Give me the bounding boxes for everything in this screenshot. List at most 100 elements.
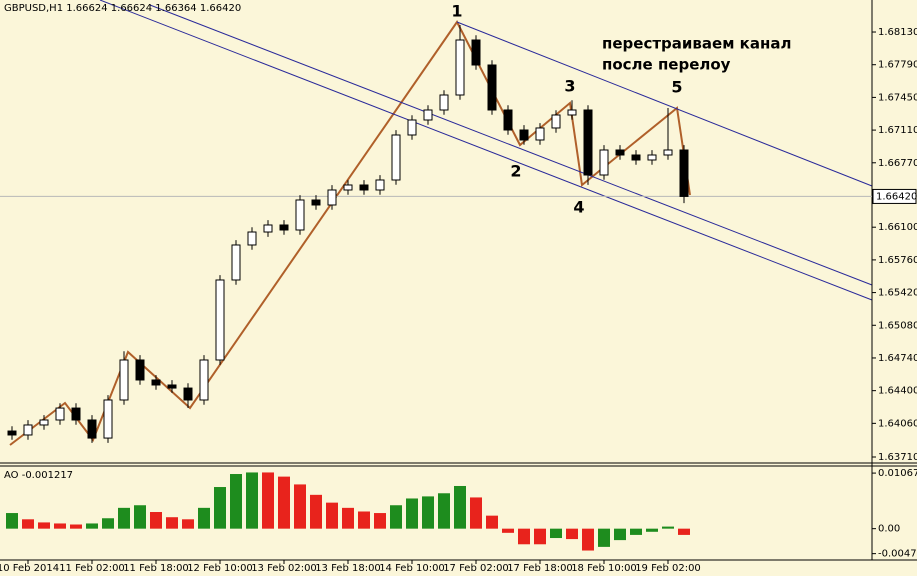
ao-bar — [678, 528, 690, 535]
y-tick-label: 1.64740 — [878, 353, 917, 364]
x-tick-label: 13 Feb 02:00 — [251, 563, 317, 574]
ao-bar — [22, 519, 34, 529]
candle-body — [647, 154, 657, 161]
candle-body — [263, 224, 273, 233]
candle-body — [135, 359, 145, 381]
wave-label: 1 — [451, 2, 462, 21]
candle-body — [103, 399, 113, 439]
ao-bar — [358, 511, 370, 529]
ao-bar — [438, 493, 450, 529]
x-tick-label: 18 Feb 10:00 — [571, 563, 637, 574]
ao-bar — [342, 507, 354, 529]
ao-bar — [486, 515, 498, 529]
candle-body — [215, 279, 225, 361]
ao-bar — [390, 505, 402, 529]
ao-bar — [246, 472, 258, 529]
x-tick-label: 17 Feb 18:00 — [507, 563, 573, 574]
wave-label: 5 — [671, 78, 682, 97]
candle-body — [167, 384, 177, 389]
ao-bar — [278, 476, 290, 529]
x-tick-label: 17 Feb 02:00 — [443, 563, 509, 574]
x-tick-label: 13 Feb 18:00 — [315, 563, 381, 574]
ao-bar — [294, 484, 306, 529]
candle-body — [71, 407, 81, 421]
candle-body — [87, 419, 97, 439]
x-tick-label: 11 Feb 18:00 — [123, 563, 189, 574]
y-tick-label: 0.00 — [878, 524, 900, 535]
candle-body — [551, 114, 561, 129]
ao-bar — [502, 528, 514, 533]
ao-bar — [406, 498, 418, 529]
wave-label: 4 — [573, 198, 584, 217]
channel-line — [99, 0, 873, 301]
candle-body — [631, 154, 641, 161]
ao-bar — [70, 524, 82, 529]
annotation: перестраиваем канал — [602, 35, 791, 53]
ao-bar — [470, 497, 482, 529]
candle-body — [247, 231, 257, 246]
ao-bar — [198, 507, 210, 529]
annotation: после перелоу — [602, 56, 731, 74]
x-tick-label: 12 Feb 10:00 — [187, 563, 253, 574]
channel-line — [456, 21, 873, 187]
candle-body — [343, 184, 353, 191]
ao-bar — [38, 522, 50, 529]
y-tick-label: 1.68130 — [878, 27, 917, 38]
x-tick-label: 14 Feb 10:00 — [379, 563, 445, 574]
wave-label: 2 — [510, 162, 521, 181]
indicator-title: AO -0.001217 — [4, 470, 73, 481]
candle-body — [231, 244, 241, 281]
y-tick-label: 1.67790 — [878, 60, 917, 71]
ao-bar — [374, 513, 386, 529]
y-tick-label: 1.66100 — [878, 222, 917, 233]
zigzag — [9, 20, 691, 446]
ao-bar — [518, 528, 530, 545]
chart-title: GBPUSD,H1 1.66624 1.66624 1.66364 1.6642… — [4, 3, 241, 14]
candle-body — [663, 149, 673, 156]
candle-body — [359, 184, 369, 191]
ao-bar — [102, 518, 114, 529]
ao-bar — [630, 528, 642, 535]
x-tick-label: 11 Feb 02:00 — [59, 563, 125, 574]
candle-body — [327, 189, 337, 206]
candle-body — [375, 179, 385, 191]
ao-bar — [118, 507, 130, 529]
ao-bar — [214, 487, 226, 529]
y-tick-label: 1.64060 — [878, 418, 917, 429]
candle-body — [295, 199, 305, 231]
candle-body — [471, 39, 481, 66]
candle-body — [519, 129, 529, 141]
ao-bar — [614, 528, 626, 541]
wave-label: 3 — [564, 77, 575, 96]
candle-body — [391, 134, 401, 181]
ao-bar — [662, 526, 674, 529]
ao-bar — [86, 523, 98, 529]
candle-body — [535, 127, 545, 141]
candle-body — [439, 94, 449, 111]
candle-body — [55, 407, 65, 421]
candle-body — [151, 379, 161, 386]
ao-bar — [422, 496, 434, 529]
candle-body — [679, 149, 689, 197]
x-tick-label: 19 Feb 02:00 — [635, 563, 701, 574]
ao-bar — [230, 474, 242, 529]
candle-body — [199, 359, 209, 401]
ao-bar — [182, 519, 194, 529]
ao-bar — [6, 513, 18, 529]
candle-body — [407, 119, 417, 136]
y-tick-label: 1.66770 — [878, 158, 917, 169]
ao-bar — [598, 528, 610, 547]
candle-body — [583, 109, 593, 176]
candle-body — [119, 359, 129, 401]
ao-bar — [134, 505, 146, 529]
ao-bar — [326, 502, 338, 529]
ao-bar — [310, 494, 322, 529]
y-tick-label: 0.010678 — [878, 468, 917, 479]
current-price-label: 1.66420 — [876, 191, 917, 202]
candle-body — [7, 430, 17, 436]
ao-bar — [454, 485, 466, 529]
y-tick-label: 1.63710 — [878, 452, 917, 463]
ao-bar — [534, 528, 546, 545]
candle-body — [503, 109, 513, 131]
